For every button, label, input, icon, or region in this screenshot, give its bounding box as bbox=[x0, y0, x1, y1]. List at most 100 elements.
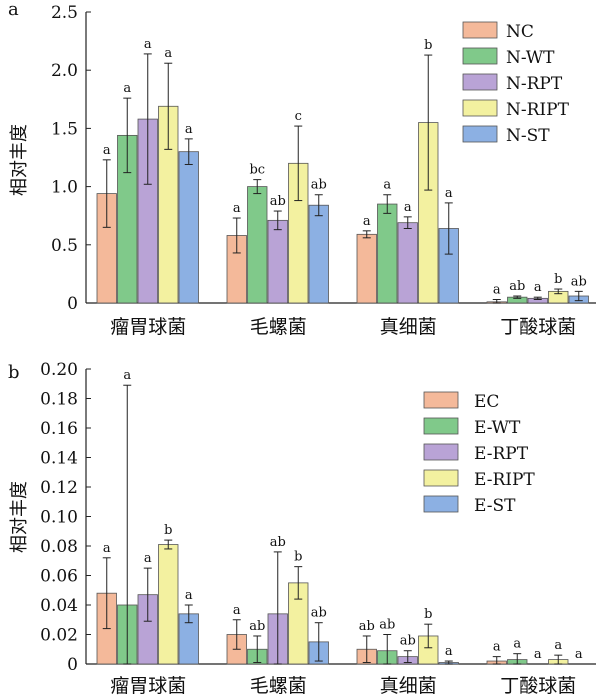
legend-swatch bbox=[423, 417, 459, 435]
significance-letter: a bbox=[445, 644, 453, 659]
significance-letter: a bbox=[534, 280, 542, 295]
legend-swatch bbox=[423, 443, 459, 461]
significance-letter: ab bbox=[509, 279, 525, 294]
bar bbox=[267, 219, 288, 304]
y-tick-label: 2.0 bbox=[51, 61, 78, 81]
significance-letter: a bbox=[554, 638, 562, 653]
legend-label: E-WT bbox=[474, 418, 521, 438]
bar bbox=[356, 233, 377, 304]
y-tick-label: 0.18 bbox=[40, 390, 78, 410]
significance-letter: a bbox=[404, 200, 412, 215]
y-tick-label: 0 bbox=[67, 294, 78, 314]
significance-letter: ab bbox=[359, 619, 375, 634]
significance-letter: a bbox=[185, 122, 193, 137]
y-tick-label: 0.12 bbox=[40, 478, 78, 498]
significance-letter: a bbox=[123, 368, 131, 383]
y-tick-label: 0.14 bbox=[40, 449, 78, 469]
significance-letter: c bbox=[295, 109, 302, 124]
significance-letter: a bbox=[103, 541, 111, 556]
significance-letter: a bbox=[233, 603, 241, 618]
category-label: 毛螺菌 bbox=[250, 316, 307, 338]
y-tick-label: 0.06 bbox=[40, 567, 78, 587]
panel-b: b 0 0.02 0.04 0.06 0.08 0.10 0.12 0.14 0.16 0.18 0.… bbox=[8, 360, 596, 697]
category-label: 瘤胃球菌 bbox=[110, 675, 186, 697]
significance-letter: a bbox=[123, 81, 131, 96]
category-label: 真细菌 bbox=[380, 316, 437, 338]
legend-label: N-WT bbox=[506, 48, 555, 68]
legend-swatch bbox=[462, 73, 498, 91]
significance-letter: a bbox=[445, 186, 453, 201]
y-tick-label: 0.20 bbox=[40, 360, 78, 380]
legend-swatch bbox=[462, 47, 498, 65]
y-tick-label: 0.10 bbox=[40, 508, 78, 528]
legend-label: N-RIPT bbox=[506, 100, 570, 120]
panel-letter: b bbox=[8, 362, 20, 383]
bar bbox=[377, 203, 398, 304]
legend-label: N-RPT bbox=[506, 74, 563, 94]
legend-swatch bbox=[462, 21, 498, 39]
legend-swatch bbox=[423, 391, 459, 409]
y-tick-label: 2.5 bbox=[51, 3, 78, 23]
legend-swatch bbox=[423, 469, 459, 487]
significance-letter: a bbox=[493, 283, 501, 298]
significance-letter: a bbox=[513, 637, 521, 652]
y-tick-label: 0.08 bbox=[40, 537, 78, 557]
significance-letter: ab bbox=[571, 274, 587, 289]
significance-letter: ab bbox=[270, 535, 286, 550]
significance-letter: a bbox=[185, 588, 193, 603]
legend-label: E-RPT bbox=[474, 444, 529, 464]
category-label: 瘤胃球菌 bbox=[110, 316, 186, 338]
y-axis-label: 相对丰度 bbox=[9, 481, 30, 553]
category-label: 丁酸球菌 bbox=[500, 675, 576, 697]
significance-letter: b bbox=[424, 38, 432, 53]
significance-letter: ab bbox=[311, 606, 327, 621]
significance-letter: ab bbox=[311, 178, 327, 193]
bar bbox=[158, 544, 179, 665]
significance-letter: b bbox=[554, 272, 562, 287]
significance-letter: ab bbox=[400, 634, 416, 649]
significance-letter: b bbox=[424, 607, 432, 622]
y-axis-label: 相对丰度 bbox=[9, 124, 30, 196]
significance-letter: a bbox=[534, 647, 542, 662]
y-tick-label: 0.04 bbox=[40, 596, 78, 616]
significance-letter: ab bbox=[249, 619, 265, 634]
bar bbox=[397, 222, 418, 304]
significance-letter: a bbox=[103, 143, 111, 158]
bar bbox=[247, 186, 268, 304]
significance-letter: b bbox=[164, 523, 172, 538]
legend-label: NC bbox=[506, 22, 534, 42]
legend-label: N-ST bbox=[506, 126, 550, 146]
legend-label: E-RIPT bbox=[474, 470, 535, 490]
y-tick-label: 0.5 bbox=[51, 236, 78, 256]
legend-swatch bbox=[462, 125, 498, 143]
y-tick-label: 1.0 bbox=[51, 178, 78, 198]
significance-letter: a bbox=[575, 647, 583, 662]
category-label: 丁酸球菌 bbox=[500, 316, 576, 338]
significance-letter: a bbox=[233, 201, 241, 216]
y-tick-label: 1.5 bbox=[51, 119, 78, 139]
significance-letter: ab bbox=[270, 194, 286, 209]
panel-letter: a bbox=[8, 0, 19, 20]
category-label: 毛螺菌 bbox=[250, 675, 307, 697]
legend-label: E-ST bbox=[474, 496, 516, 516]
significance-letter: a bbox=[164, 46, 172, 61]
category-label: 真细菌 bbox=[380, 675, 437, 697]
bar bbox=[178, 151, 199, 304]
significance-letter: a bbox=[144, 551, 152, 566]
significance-letter: bc bbox=[249, 163, 265, 178]
significance-letter: a bbox=[144, 37, 152, 52]
significance-letter: a bbox=[363, 214, 371, 229]
y-tick-label: 0.02 bbox=[40, 626, 78, 646]
y-tick-label: 0 bbox=[67, 655, 78, 675]
y-tick-label: 0.16 bbox=[40, 419, 78, 439]
significance-letter: a bbox=[493, 640, 501, 655]
legend-swatch bbox=[462, 99, 498, 117]
significance-letter: ab bbox=[379, 618, 395, 633]
significance-letter: b bbox=[294, 550, 302, 565]
legend-swatch bbox=[423, 495, 459, 513]
legend-label: EC bbox=[474, 392, 499, 412]
significance-letter: a bbox=[383, 178, 391, 193]
